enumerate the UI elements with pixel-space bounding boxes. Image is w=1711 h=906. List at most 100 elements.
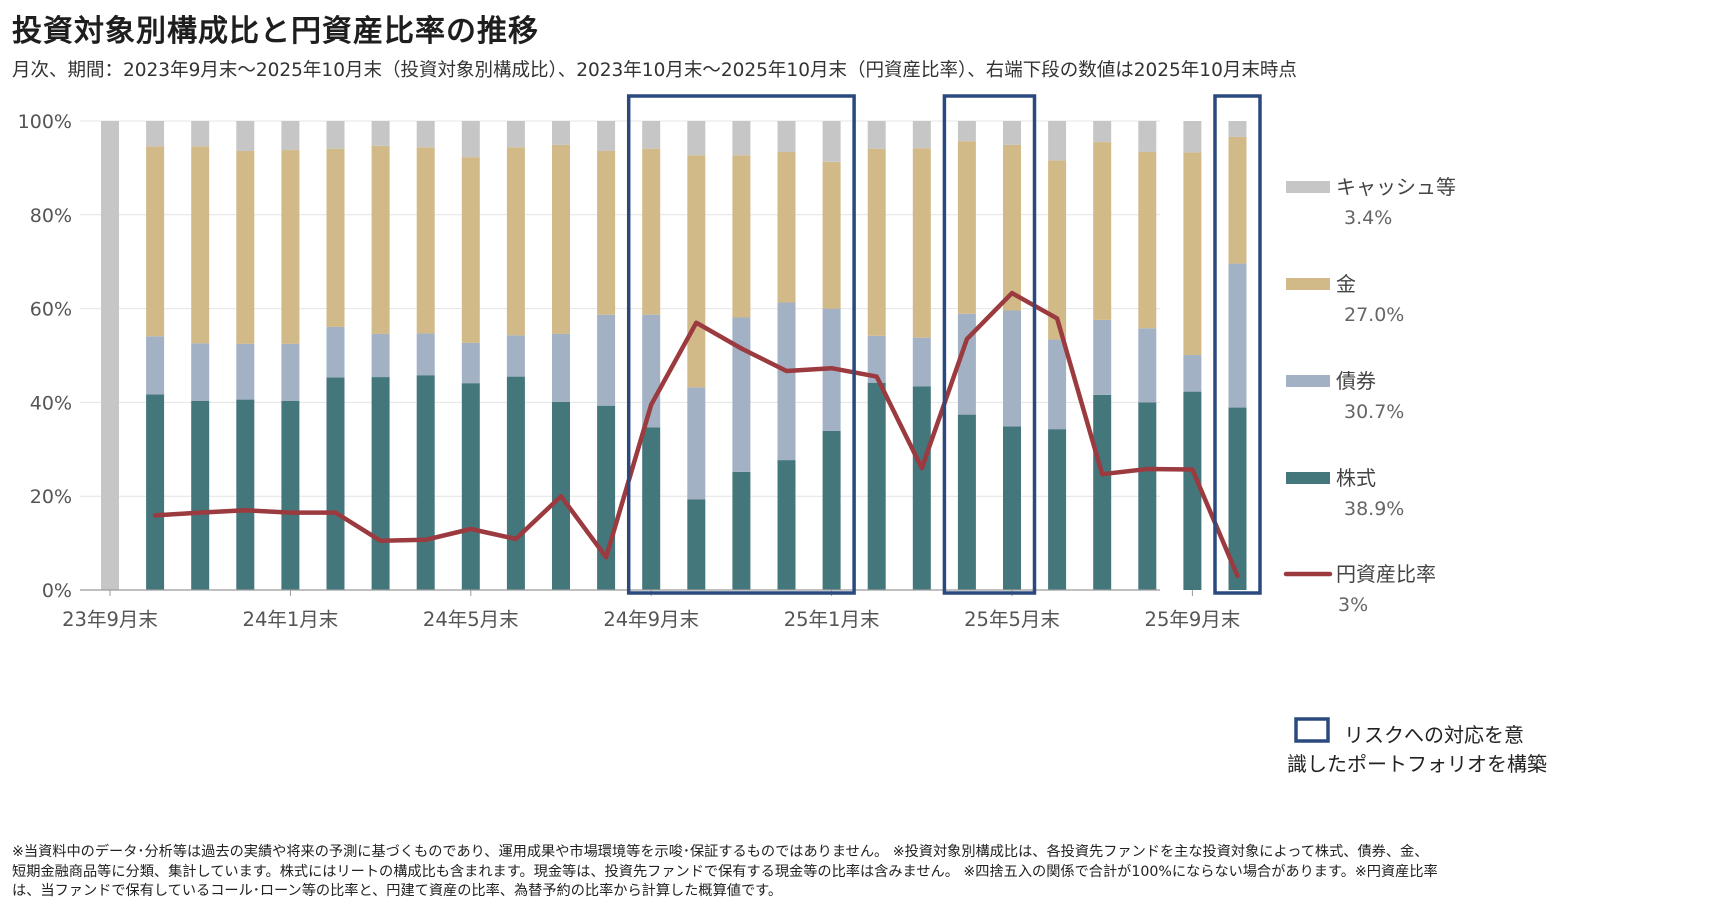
bar-segment xyxy=(1093,319,1112,395)
bar-segment xyxy=(1183,121,1202,153)
stacked-bar-chart: 0% 20% 40% 60% 80% 100% 23年9月末 24年1月末 24年5月末 24年9… xyxy=(18,94,1547,776)
bar-segment xyxy=(1138,121,1157,152)
bar-segment xyxy=(957,313,976,415)
bar-segment xyxy=(1093,142,1112,320)
bar-segment xyxy=(281,400,300,590)
legend-value: 27.0% xyxy=(1344,304,1404,326)
bar-segment xyxy=(416,147,435,334)
bar-segment xyxy=(1093,394,1112,590)
bar-segment xyxy=(1003,121,1021,145)
x-tick-label: 25年9月末 xyxy=(1145,608,1241,631)
bar-segment xyxy=(642,121,661,149)
bar-segment xyxy=(371,377,390,590)
bar-segment xyxy=(101,121,119,590)
highlight-legend-text: 識したポートフォリオを構築 xyxy=(1287,752,1547,776)
bar-segment xyxy=(1183,391,1202,590)
bar-segment xyxy=(506,147,525,336)
bar-segment xyxy=(326,121,345,149)
legend-label: キャッシュ等 xyxy=(1336,175,1456,199)
bar-segment xyxy=(1048,429,1067,590)
legend-label: 金 xyxy=(1336,272,1356,296)
bar-segment xyxy=(1003,144,1021,311)
legend-label: 債券 xyxy=(1336,369,1376,393)
bar-segment xyxy=(416,375,435,590)
bar-segment xyxy=(416,333,435,376)
x-tick-label: 24年9月末 xyxy=(603,608,699,631)
bar-segment xyxy=(1183,355,1202,392)
highlight-box xyxy=(942,94,1037,595)
bar-segment xyxy=(326,148,345,327)
highlight-legend-swatch xyxy=(1294,717,1330,743)
bar-segment xyxy=(912,148,931,338)
bar-segment xyxy=(957,141,976,314)
bar-segment xyxy=(506,121,525,148)
bar-segment xyxy=(281,150,300,344)
bar-segment xyxy=(326,326,345,378)
x-tick-label: 24年5月末 xyxy=(423,608,519,631)
bar-segment xyxy=(1003,426,1021,590)
y-tick-label: 80% xyxy=(30,205,72,227)
bar-segment xyxy=(281,121,300,151)
bar-segment xyxy=(371,333,390,378)
bar-segment xyxy=(461,342,480,384)
bar-segment xyxy=(912,337,931,387)
y-tick-label: 60% xyxy=(30,299,72,321)
bar-segment xyxy=(506,376,525,590)
bar-segment xyxy=(1003,310,1021,427)
bar-segment xyxy=(777,151,796,303)
bar-segment xyxy=(867,382,886,590)
bar-segment xyxy=(687,155,706,388)
legend-swatch xyxy=(1286,181,1330,193)
bar-segment xyxy=(191,121,210,147)
bar-segment xyxy=(597,405,616,590)
legend-value: 3.4% xyxy=(1344,207,1392,229)
bar-segment xyxy=(687,121,706,156)
bar-segment xyxy=(642,148,661,315)
bar-segment xyxy=(867,148,886,336)
bar-segment xyxy=(552,121,570,145)
legend-swatch xyxy=(1286,472,1330,484)
bar-segment xyxy=(777,302,796,461)
x-tick-label: 25年1月末 xyxy=(784,608,880,631)
bar-segment xyxy=(1228,407,1247,590)
bar-segment xyxy=(1048,160,1067,340)
bar-segment xyxy=(777,121,796,152)
bar-segment xyxy=(1138,151,1157,329)
bar-segment xyxy=(597,121,616,152)
bar-segment xyxy=(1228,121,1247,137)
bar-segment xyxy=(191,343,210,401)
bar-segment xyxy=(957,121,976,142)
bar-segment xyxy=(1093,121,1112,143)
page-title: 投資対象別構成比と円資産比率の推移 xyxy=(12,14,539,49)
bar-segment xyxy=(732,155,751,318)
y-tick-label: 100% xyxy=(18,111,72,133)
bar-segment xyxy=(822,121,841,162)
bar-segment xyxy=(1048,339,1067,430)
bar-segment xyxy=(1183,152,1202,356)
bar-segment xyxy=(416,121,435,148)
bar-segment xyxy=(1228,136,1247,264)
bar-segment xyxy=(1138,402,1157,590)
legend-label: 株式 xyxy=(1336,466,1376,490)
bar-segment xyxy=(777,460,796,590)
bar-segment xyxy=(236,121,255,152)
bar-segment xyxy=(146,336,165,395)
bar-segment xyxy=(1048,121,1067,161)
bar-segment xyxy=(146,394,165,590)
y-tick-label: 40% xyxy=(30,392,72,414)
bar-segment xyxy=(236,399,255,590)
bar-segment xyxy=(371,145,390,334)
bar-segment xyxy=(597,314,616,406)
bar-segment xyxy=(236,151,255,344)
bar-segment xyxy=(461,121,480,158)
y-tick-label: 0% xyxy=(42,580,72,602)
bar-segment xyxy=(957,414,976,590)
bar-segment xyxy=(191,146,210,344)
x-tick-label: 23年9月末 xyxy=(62,608,158,631)
bar-segment xyxy=(732,121,751,156)
x-tick-label: 25年5月末 xyxy=(964,608,1060,631)
bar-segment xyxy=(687,387,706,500)
page-subtitle: 月次、期間：2023年9月末～2025年10月末（投資対象別構成比）、2023年… xyxy=(12,60,1297,81)
bar-segment xyxy=(371,121,390,146)
y-tick-label: 20% xyxy=(30,486,72,508)
